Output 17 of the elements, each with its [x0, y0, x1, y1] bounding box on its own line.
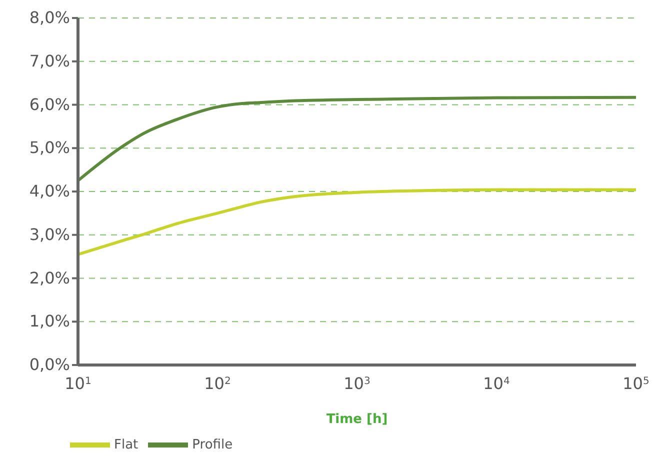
y-tick-label: 0,0% [29, 355, 70, 374]
x-tick-label: 10$^{3}$ [344, 374, 370, 393]
x-axis-title: Time [h] [326, 412, 388, 427]
y-tick-label: 6,0% [29, 94, 70, 114]
y-tick-label: 1,0% [29, 312, 70, 331]
legend-label: Flat [114, 438, 138, 453]
legend-label: Profile [192, 438, 233, 453]
x-tick-label: 10$^{4}$ [483, 374, 510, 393]
y-tick-label: 5,0% [29, 138, 70, 158]
y-tick-label: 3,0% [29, 224, 70, 244]
y-tick-label: 2,0% [29, 268, 70, 288]
y-tick-label: 8,0% [29, 8, 70, 27]
x-tick-label: 10$^{1}$ [64, 374, 92, 393]
y-tick-label: 7,0% [29, 51, 70, 70]
x-tick-label: 10$^{2}$ [204, 374, 231, 393]
x-tick-label: 10$^{5}$ [622, 374, 650, 393]
y-tick-label: 4,0% [29, 182, 70, 200]
